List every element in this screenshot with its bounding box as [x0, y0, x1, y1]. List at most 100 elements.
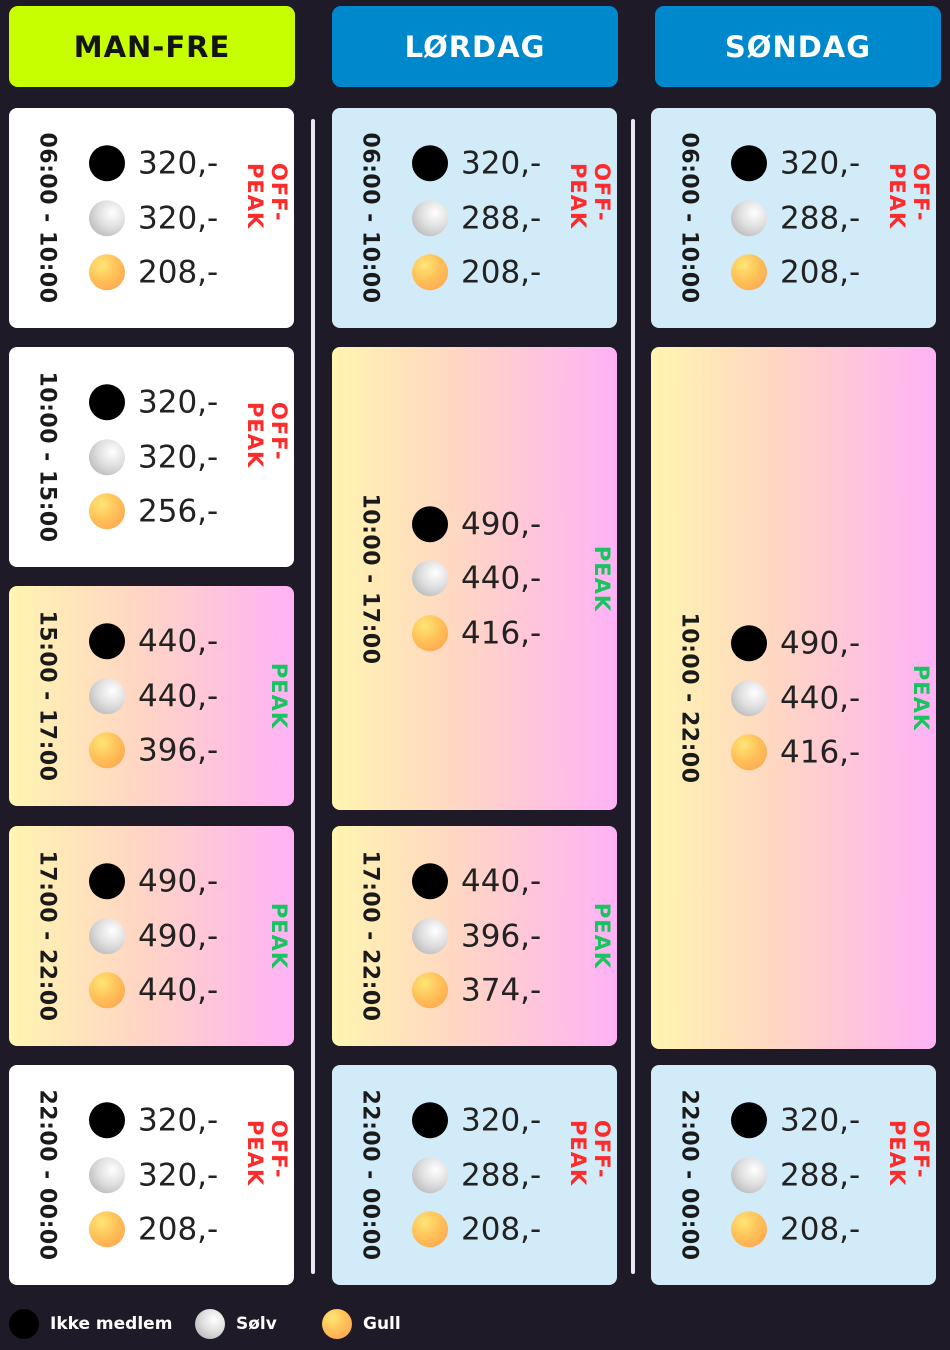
price-list: 490,- 440,- 416,- [731, 616, 860, 780]
slot-time: 22:00 - 00:00 [676, 1089, 702, 1261]
slot-type-label: PEAK [267, 662, 291, 730]
slot-card: 17:00 - 22:00 490,- 490,- 440,- PEAK [9, 826, 294, 1046]
gold-dot-icon [731, 254, 767, 291]
silver-dot-icon [89, 1157, 125, 1193]
header-sondag-label: SØNDAG [724, 29, 872, 64]
price-value: 320,- [138, 145, 219, 182]
black-dot-icon [9, 1309, 39, 1339]
slot-time: 22:00 - 00:00 [357, 1089, 383, 1261]
slot-card: 06:00 - 10:00 320,- 288,- 208,- OFF-PEAK [651, 108, 936, 328]
silver-dot-icon [89, 918, 125, 954]
column-divider [631, 119, 635, 1274]
price-value: 208,- [461, 1211, 542, 1248]
slot-card: 10:00 - 17:00 490,- 440,- 416,- PEAK [332, 347, 617, 810]
price-row-ikke: 440,- [412, 854, 541, 909]
price-value: 208,- [780, 1211, 861, 1248]
price-row-gull: 208,- [412, 1202, 541, 1257]
price-row-gull: 208,- [412, 245, 541, 300]
slot-time: 10:00 - 17:00 [357, 492, 383, 665]
gold-dot-icon [412, 615, 448, 651]
slot-time: 06:00 - 10:00 [357, 132, 383, 304]
price-list: 490,- 440,- 416,- [412, 497, 541, 661]
black-dot-icon [412, 145, 448, 182]
legend-ikke-medlem: Ikke medlem [9, 1308, 172, 1340]
price-value: 256,- [138, 493, 219, 530]
slot-type-label: OFF-PEAK [243, 163, 291, 230]
black-dot-icon [89, 384, 125, 421]
header-sondag: SØNDAG [655, 6, 941, 87]
price-row-gull: 396,- [89, 723, 218, 778]
silver-dot-icon [731, 1157, 767, 1193]
silver-dot-icon [412, 560, 448, 597]
price-value: 320,- [138, 1157, 219, 1193]
gold-dot-icon [89, 254, 125, 291]
legend-label: Sølv [236, 1314, 277, 1334]
price-value: 320,- [780, 145, 861, 182]
price-row-gull: 416,- [412, 606, 541, 661]
black-dot-icon [412, 863, 448, 900]
price-row-solv: 396,- [412, 909, 541, 964]
slot-time: 17:00 - 22:00 [357, 850, 383, 1022]
price-value: 440,- [138, 623, 219, 660]
price-row-ikke: 320,- [89, 375, 218, 430]
header-lordag: LØRDAG [332, 6, 618, 87]
slot-time: 06:00 - 10:00 [676, 132, 702, 304]
gold-dot-icon [89, 972, 125, 1009]
slot-type-label: PEAK [909, 664, 933, 732]
slot-type-label: PEAK [590, 902, 614, 970]
silver-dot-icon [195, 1309, 225, 1339]
price-row-solv: 288,- [731, 191, 860, 246]
price-row-solv: 440,- [731, 671, 860, 726]
header-lordag-label: LØRDAG [404, 29, 546, 64]
price-row-solv: 320,- [89, 191, 218, 246]
silver-dot-icon [731, 200, 767, 236]
price-value: 320,- [780, 1102, 861, 1139]
slot-time: 10:00 - 22:00 [676, 612, 702, 784]
silver-dot-icon [89, 200, 125, 236]
silver-dot-icon [412, 1157, 448, 1193]
price-row-ikke: 320,- [731, 1093, 860, 1148]
legend-gull: Gull [322, 1308, 401, 1340]
price-row-gull: 256,- [89, 484, 218, 539]
header-man-fre: MAN-FRE [9, 6, 295, 87]
price-row-solv: 320,- [89, 430, 218, 485]
price-list: 320,- 288,- 208,- [731, 136, 860, 300]
price-row-gull: 208,- [731, 1202, 860, 1257]
gold-dot-icon [412, 1211, 448, 1248]
price-value: 288,- [780, 200, 861, 236]
slot-card: 17:00 - 22:00 440,- 396,- 374,- PEAK [332, 826, 617, 1046]
slot-card: 10:00 - 15:00 320,- 320,- 256,- OFF-PEAK [9, 347, 294, 567]
price-row-solv: 490,- [89, 909, 218, 964]
gold-dot-icon [89, 732, 125, 769]
gold-dot-icon [731, 734, 767, 771]
price-row-ikke: 490,- [89, 854, 218, 909]
price-value: 490,- [780, 625, 861, 662]
price-value: 320,- [138, 200, 219, 236]
price-value: 374,- [461, 972, 542, 1009]
slot-time: 06:00 - 10:00 [34, 132, 60, 304]
price-value: 440,- [461, 560, 542, 597]
black-dot-icon [731, 1102, 767, 1139]
black-dot-icon [89, 145, 125, 182]
price-row-gull: 440,- [89, 963, 218, 1018]
price-value: 208,- [138, 1211, 219, 1248]
price-row-ikke: 490,- [412, 497, 541, 552]
slot-type-label: PEAK [590, 545, 614, 612]
price-row-solv: 440,- [412, 551, 541, 606]
price-list: 320,- 288,- 208,- [731, 1093, 860, 1257]
slot-time: 10:00 - 15:00 [34, 371, 60, 543]
price-value: 490,- [138, 863, 219, 900]
black-dot-icon [89, 1102, 125, 1139]
price-row-gull: 208,- [89, 245, 218, 300]
price-list: 490,- 490,- 440,- [89, 854, 218, 1018]
price-row-solv: 288,- [412, 1148, 541, 1203]
price-row-solv: 288,- [731, 1148, 860, 1203]
gold-dot-icon [89, 493, 125, 530]
price-list: 320,- 320,- 208,- [89, 1093, 218, 1257]
silver-dot-icon [412, 200, 448, 236]
silver-dot-icon [89, 439, 125, 475]
price-list: 320,- 320,- 208,- [89, 136, 218, 300]
header-man-fre-label: MAN-FRE [73, 29, 231, 64]
slot-type-label: OFF-PEAK [566, 163, 614, 230]
price-list: 440,- 396,- 374,- [412, 854, 541, 1018]
